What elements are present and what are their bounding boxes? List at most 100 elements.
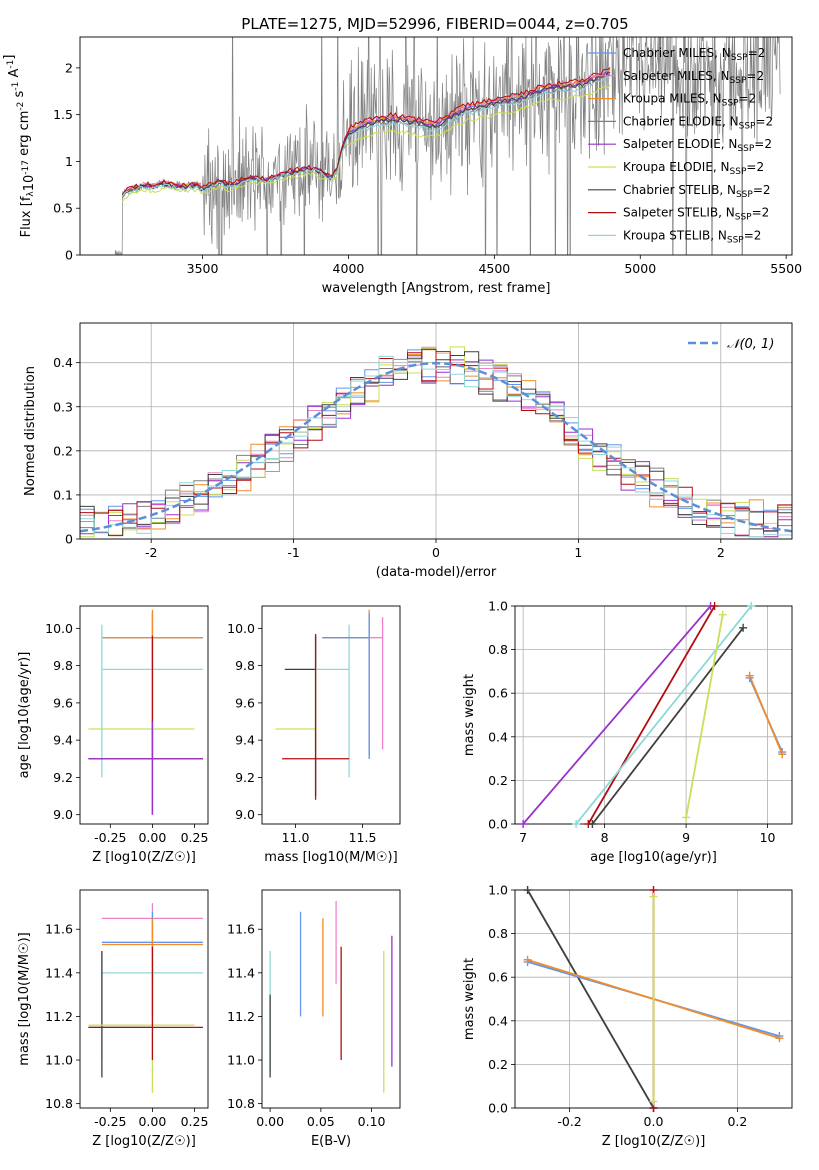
z_weight-plot-area [526,890,780,1108]
z_mass-frame [79,889,209,1109]
x-tick-label: -0.2 [557,1114,581,1129]
model-spectrum-line [121,67,611,196]
y-tick-label: 0.4 [488,1013,508,1028]
z-age-y-axis-label: age [log10(age/yr)] [17,652,32,779]
y-tick-label: 9.4 [53,733,73,748]
y-tick-label: 0.4 [488,729,508,744]
x-tick-label: 1 [574,545,582,560]
age_weight-ticks: 7 8 9 10 0.0 0.2 0.4 0.6 0.8 1.0 [488,599,775,846]
plus-marker [572,820,581,828]
legend-label: Chabrier ELODIE, NSSP=2 [623,114,773,131]
mass-weight-line [685,614,724,818]
plus-marker [649,892,658,901]
z_age-frame [79,605,209,825]
y-tick-label: 10.8 [45,1096,73,1111]
y-tick-label: 0 [65,248,73,263]
plus-marker [519,820,528,828]
observed-spectrum [114,37,781,255]
z_age-plot-area [88,609,203,815]
model-spectrum-line [121,71,611,196]
y-tick-label: 11.2 [45,1009,73,1024]
y-tick-label: 0.2 [488,773,508,788]
spectrum-panel: 3500 4000 4500 5000 5500 0 0.5 1 1.5 2 Chabrier MI… [2,36,802,296]
y-tick-label: 0.2 [53,443,73,458]
plus-marker [710,602,719,610]
x-tick-label: 4500 [478,261,510,276]
x-tick-label: 0.05 [307,1114,335,1129]
x-tick-label: 4000 [333,261,365,276]
y-tick-label: 9.2 [53,770,73,785]
ebv-mass-x-axis-label: E(B-V) [311,1134,351,1149]
y-tick-label: 1.0 [488,599,508,614]
residuals-ticks: -2 -1 0 1 2 0 0.1 0.2 0.3 0.4 [53,355,725,560]
spectrum-plot-area [114,37,781,255]
x-tick-label: 0.25 [181,1114,209,1129]
spectrum-y-axis-label: Flux [fλ10-17 erg cm-2 s-1 A-1] [2,55,37,238]
y-tick-label: 0.1 [53,487,73,502]
residuals-plot-area [80,346,792,538]
plus-marker [718,610,727,619]
y-tick-label: 11.2 [227,1009,255,1024]
legend-label: Salpeter STELIB, NSSP=2 [623,206,769,223]
y-tick-label: 10.0 [45,621,73,636]
z_mass-ticks: -0.25 0.00 0.25 10.8 11.0 11.2 11.4 11.6 [45,922,208,1129]
mass-weight-line [587,606,716,824]
y-tick-label: 1 [65,154,73,169]
y-tick-label: 0.8 [488,926,508,941]
age_weight-frame [514,605,793,825]
ebv_mass-ticks: 0.00 0.05 0.10 10.8 11.0 11.2 11.4 11.6 [227,922,385,1129]
x-tick-label: 0 [432,545,440,560]
mass-weight-line [591,627,744,824]
y-tick-label: 9.8 [53,658,73,673]
normal-distribution-curve [80,361,792,533]
mass-weight-line [526,890,655,1108]
z_mass-plot-area [88,903,203,1093]
age-mass-weight-panel: 7 8 9 10 0.0 0.2 0.4 0.6 0.8 1.0 age [log10(age/yr… [462,599,793,865]
z-mass-x-axis-label: Z [log10(Z/Z☉)] [92,1134,196,1149]
plus-marker [523,886,532,894]
z_weight-y-axis-label: mass weight [462,958,477,1040]
metallicity-mass-panel: -0.25 0.00 0.25 10.8 11.0 11.2 11.4 11.6 Z [log1… [17,889,209,1149]
x-tick-label: 5500 [770,261,802,276]
y-tick-label: 10.0 [227,621,255,636]
z_weight-ticks: -0.2 0.0 0.2 0.0 0.2 0.4 0.6 0.8 1.0 [488,883,747,1130]
y-tick-label: 2 [65,60,73,75]
age_weight-plot-area [522,606,784,824]
z-age-x-axis-label: Z [log10(Z/Z☉)] [92,850,196,865]
legend-label: Chabrier STELIB, NSSP=2 [623,183,771,200]
mass-weight-line [522,606,712,824]
x-tick-label: -2 [145,545,157,560]
y-tick-label: 0.6 [488,970,508,985]
x-tick-label: 9 [682,830,690,845]
mass-weight-line [748,675,784,755]
y-tick-label: 0.5 [53,201,73,216]
y-tick-label: 9.2 [235,770,255,785]
spectrum-frame [79,36,793,256]
legend-label: Chabrier MILES, NSSP=2 [623,46,765,63]
plus-marker [775,1034,784,1043]
y-tick-label: 9.4 [235,733,255,748]
y-tick-label: 11.0 [227,1053,255,1068]
x-tick-label: -0.25 [94,1114,126,1129]
figure-title: PLATE=1275, MJD=52996, FIBERID=0044, z=0… [241,15,628,33]
metallicity-age-panel: -0.25 0.00 0.25 9.0 9.2 9.4 9.6 9.8 10.0 Z [log10… [17,605,209,865]
spectrum-legend: Chabrier MILES, NSSP=2 Salpeter MILES, NS… [588,46,773,245]
mass_age-plot-area [275,609,384,800]
y-tick-label: 9.0 [53,807,73,822]
plus-marker [649,1097,658,1106]
y-tick-label: 0 [65,532,73,547]
age_weight-x-axis-label: age [log10(age/yr)] [590,850,717,865]
legend-label: Kroupa ELODIE, NSSP=2 [623,160,764,177]
z_age-ticks: -0.25 0.00 0.25 9.0 9.2 9.4 9.6 9.8 10.0 [45,621,208,845]
plus-marker [588,820,597,828]
x-tick-label: 0.25 [181,830,209,845]
mass-age-panel: 11.0 11.5 9.0 9.2 9.4 9.6 9.8 10.0 mass [log10(M… [227,605,401,865]
y-tick-label: 10.8 [227,1096,255,1111]
legend-label: Salpeter MILES, NSSP=2 [623,69,764,86]
x-tick-label: 0.00 [256,1114,284,1129]
y-tick-label: 11.4 [227,965,255,980]
spectrum-x-axis-label: wavelength [Angstrom, rest frame] [322,281,551,296]
y-tick-label: 9.6 [53,695,73,710]
y-tick-label: 0.8 [488,642,508,657]
